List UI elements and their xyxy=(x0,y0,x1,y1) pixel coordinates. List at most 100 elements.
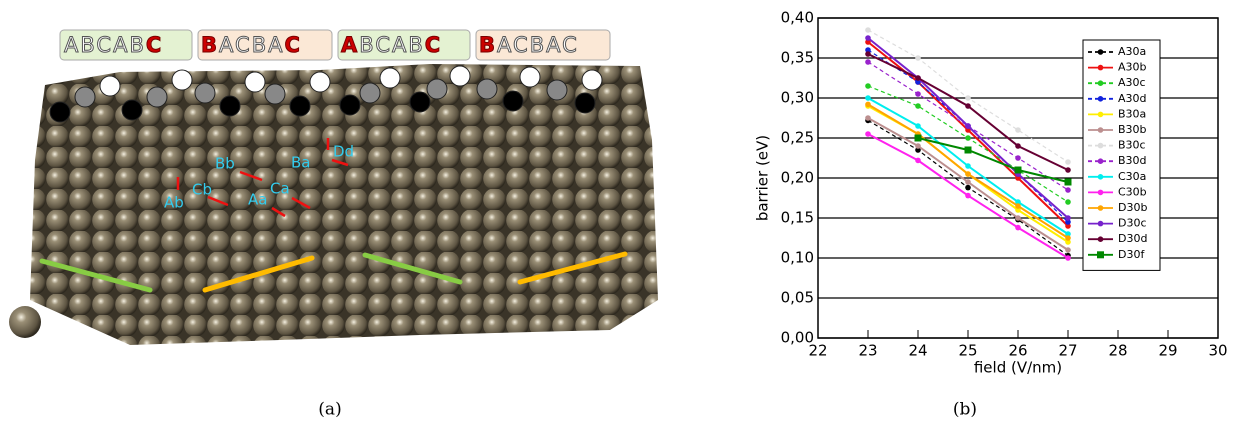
marker xyxy=(1015,203,1021,209)
marker xyxy=(915,147,921,153)
arrows xyxy=(176,138,349,218)
marker xyxy=(865,115,871,121)
x-tick-label: 26 xyxy=(1008,342,1027,360)
stacking-bars xyxy=(39,251,628,293)
marker xyxy=(1065,239,1071,245)
series-line xyxy=(867,61,1069,191)
marker xyxy=(1097,189,1104,196)
x-tick-label: 28 xyxy=(1108,342,1127,360)
y-tick-label: 0,40 xyxy=(781,9,814,27)
legend-label: A30a xyxy=(1118,45,1146,58)
site-label: Cb xyxy=(192,181,212,199)
sequence: BACBAC xyxy=(479,33,577,57)
site-label: Aa xyxy=(248,191,267,209)
legend-label: B30c xyxy=(1118,139,1146,152)
marker xyxy=(1065,215,1071,221)
marker xyxy=(965,192,971,199)
y-tick-label: 0,30 xyxy=(781,89,814,107)
legend-label: A30b xyxy=(1118,61,1147,74)
marker xyxy=(1097,64,1104,71)
chart: 0,00 0,05 0,10 0,15 0,20 0,25 0,30 0,35 0,40 22 23… xyxy=(754,9,1228,377)
x-axis-label: field (V/nm) xyxy=(974,359,1062,377)
marker xyxy=(1015,127,1021,133)
x-tick-label: 22 xyxy=(808,342,827,360)
marker xyxy=(865,131,871,137)
marker xyxy=(1065,199,1071,205)
x-tick-label: 23 xyxy=(858,342,877,360)
marker xyxy=(1064,178,1072,186)
marker xyxy=(1065,159,1071,165)
site-label: Dd xyxy=(333,143,354,161)
marker xyxy=(915,55,921,61)
marker xyxy=(965,103,971,109)
marker xyxy=(1015,224,1021,231)
atom xyxy=(9,306,41,338)
marker xyxy=(914,134,922,142)
plot-frame xyxy=(817,17,1219,339)
sequence: ABCABC xyxy=(64,33,161,57)
marker xyxy=(1097,142,1104,149)
marker xyxy=(1097,236,1104,242)
caption: (a) xyxy=(318,400,341,420)
y-tick-label: 0,10 xyxy=(781,249,814,267)
legend-label: A30c xyxy=(1118,76,1146,89)
marker xyxy=(865,35,871,41)
marker xyxy=(865,101,871,108)
site-label: Ba xyxy=(291,154,310,172)
marker xyxy=(965,163,971,169)
marker xyxy=(865,39,871,45)
marker xyxy=(865,27,871,33)
marker xyxy=(1097,174,1104,180)
marker xyxy=(915,123,921,129)
legend-label: C30b xyxy=(1118,185,1147,198)
x-tick-label: 30 xyxy=(1208,342,1227,360)
site-label: Bb xyxy=(215,155,235,173)
marker xyxy=(1065,167,1071,173)
marker xyxy=(965,95,971,101)
y-tick-label: 0,20 xyxy=(781,169,814,187)
marker xyxy=(1097,158,1104,164)
marker xyxy=(1065,219,1071,225)
marker xyxy=(965,171,971,177)
x-tick-label: 27 xyxy=(1058,342,1077,360)
marker xyxy=(1097,251,1104,259)
x-tick-label: 25 xyxy=(958,342,977,360)
x-tick-label: 24 xyxy=(908,342,927,360)
y-tick-label: 0,05 xyxy=(781,289,814,307)
marker xyxy=(1097,49,1104,55)
site-label: Ab xyxy=(164,194,184,212)
sequence-box xyxy=(475,29,611,61)
marker xyxy=(1097,80,1104,86)
marker xyxy=(965,179,971,185)
legend-label: A30d xyxy=(1118,92,1147,105)
marker xyxy=(1097,96,1104,102)
site-label: Ca xyxy=(270,180,290,198)
legend-label: B30a xyxy=(1118,107,1146,120)
x-tick-label: 29 xyxy=(1158,342,1177,360)
marker xyxy=(965,123,971,129)
marker xyxy=(1065,235,1071,241)
sequence-box xyxy=(59,29,193,61)
marker xyxy=(915,157,921,164)
marker xyxy=(1015,143,1021,149)
series-line xyxy=(917,137,1069,183)
marker xyxy=(865,47,871,53)
marker xyxy=(1065,231,1071,237)
y-axis-label: barrier (eV) xyxy=(754,135,772,221)
marker xyxy=(865,59,871,65)
legend-label: D30d xyxy=(1118,232,1147,245)
marker xyxy=(1015,215,1021,221)
marker xyxy=(915,75,921,81)
sequence: BACBAC xyxy=(201,33,300,57)
legend-label: D30c xyxy=(1118,217,1147,230)
marker xyxy=(1065,223,1071,229)
marker xyxy=(965,184,971,191)
marker xyxy=(865,95,871,101)
panel-a: ABCABC BACBAC ABCABC BACBAC Dd Bb Ba Cb … xyxy=(9,29,658,420)
sequence-box xyxy=(197,29,333,61)
marker xyxy=(965,135,971,141)
series-line xyxy=(867,49,1069,223)
marker xyxy=(915,91,921,97)
y-tick-label: 0,15 xyxy=(781,209,814,227)
